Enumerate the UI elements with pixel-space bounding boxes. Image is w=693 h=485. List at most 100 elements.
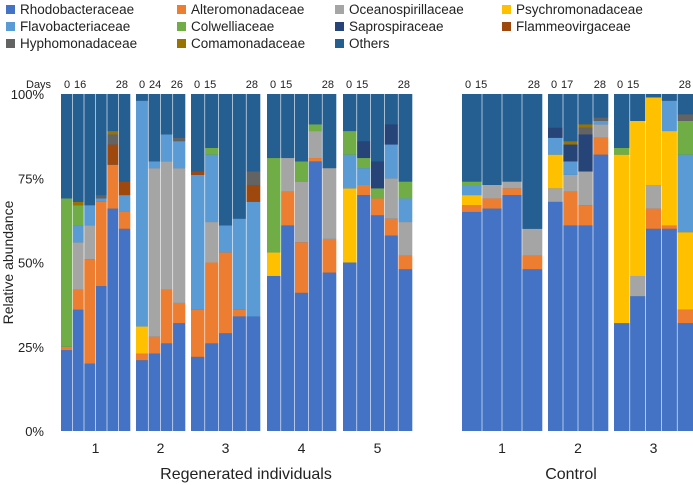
legend-item-hyphomonadaceae: Hyphomonadaceae bbox=[6, 36, 137, 51]
bar-segment-colwelliaceae bbox=[398, 181, 413, 199]
legend-item-comamonadaceae: Comamonadaceae bbox=[177, 36, 305, 51]
legend-label: Psychromonadaceae bbox=[516, 2, 643, 17]
bar-segment-others bbox=[72, 94, 85, 202]
legend-item-flavobacteriaceae: Flavobacteriaceae bbox=[6, 19, 130, 34]
bar-segment-alteromonadaceae bbox=[677, 309, 693, 324]
bar-segment-alteromonadaceae bbox=[593, 137, 609, 155]
bar-segment-flavobacteriaceae bbox=[398, 198, 413, 223]
bar-segment-others bbox=[629, 94, 646, 121]
bar-segment-flavobacteriaceae bbox=[593, 120, 609, 125]
bar-segment-saprospiraceae bbox=[548, 127, 564, 138]
bar-segment-psychromonadaceae bbox=[661, 131, 678, 226]
bar-segment-rhodobacteraceae bbox=[107, 208, 119, 431]
bar-segment-psychromonadaceae bbox=[645, 97, 662, 185]
bar-segment-colwelliaceae bbox=[204, 147, 219, 155]
bar-segment-oceanospirillaceae bbox=[148, 168, 161, 337]
bar-segment-others bbox=[308, 94, 323, 125]
bar-segment-hyphomonadaceae bbox=[172, 137, 186, 142]
bar-segment-rhodobacteraceae bbox=[522, 269, 543, 431]
bar-segment-alteromonadaceae bbox=[482, 198, 503, 209]
panel-label: 2 bbox=[157, 440, 165, 456]
legend: Rhodobacteraceae Alteromonadaceae Oceanosp… bbox=[0, 0, 693, 60]
bar-segment-alteromonadaceae bbox=[294, 242, 309, 293]
bar-segment-alteromonadaceae bbox=[280, 191, 295, 226]
bar-segment-others bbox=[160, 94, 174, 135]
day-tick-label: 0 bbox=[465, 79, 471, 91]
bar-segment-alteromonadaceae bbox=[160, 289, 174, 344]
bar-segment-flavobacteriaceae bbox=[148, 161, 161, 169]
bar-segment-flavobacteriaceae bbox=[246, 201, 261, 317]
bar-segment-flavobacteriaceae bbox=[384, 144, 399, 179]
bar-segment-alteromonadaceae bbox=[578, 205, 594, 226]
bar-segment-oceanospirillaceae bbox=[384, 178, 399, 219]
bar-segment-rhodobacteraceae bbox=[267, 275, 282, 431]
bar-segment-rhodobacteraceae bbox=[218, 333, 233, 431]
bar-segment-colwelliaceae bbox=[356, 158, 371, 169]
panel-6: 0 15 28 1 bbox=[462, 79, 543, 456]
day-tick-label: 26 bbox=[171, 79, 183, 91]
bar-segment-alteromonadaceae bbox=[398, 255, 413, 270]
bar-segment-oceanospirillaceae bbox=[308, 131, 323, 159]
bar-segment-others bbox=[614, 94, 631, 148]
day-tick-label: 15 bbox=[280, 79, 292, 91]
day-tick-label: 28 bbox=[398, 79, 410, 91]
legend-swatch bbox=[6, 5, 15, 14]
legend-swatch bbox=[502, 5, 511, 14]
day-tick-label: 16 bbox=[74, 79, 86, 91]
bar-segment-colwelliaceae bbox=[677, 120, 693, 155]
bar-segment-flavobacteriaceae bbox=[563, 161, 579, 175]
bar-segment-others bbox=[502, 94, 523, 182]
bar-segment-psychromonadaceae bbox=[614, 154, 631, 324]
day-tick-label: 28 bbox=[679, 79, 691, 91]
legend-swatch bbox=[335, 39, 344, 48]
bar-segment-oceanospirillaceae bbox=[160, 161, 174, 290]
legend-swatch bbox=[6, 39, 15, 48]
bar-segment-alteromonadaceae bbox=[502, 188, 523, 196]
bar-segment-others bbox=[232, 94, 247, 219]
y-tick-label: 25% bbox=[18, 340, 44, 355]
bar-segment-rhodobacteraceae bbox=[61, 350, 73, 431]
bar-segment-colwelliaceae bbox=[614, 147, 631, 155]
day-tick-label: 28 bbox=[528, 79, 540, 91]
y-tick-label: 100% bbox=[11, 87, 45, 102]
bar-segment-comamonadaceae bbox=[578, 124, 594, 128]
bar-segment-flavobacteriaceae bbox=[661, 100, 678, 132]
bar-segment-oceanospirillaceae bbox=[280, 158, 295, 192]
bar-segment-alteromonadaceae bbox=[661, 225, 678, 229]
bar-segment-alteromonadaceae bbox=[84, 259, 96, 364]
bar-segment-alteromonadaceae bbox=[218, 252, 233, 334]
bar-segment-colwelliaceae bbox=[267, 158, 282, 253]
bar-segment-alteromonadaceae bbox=[384, 218, 399, 236]
bar-segment-others bbox=[398, 94, 413, 182]
bar-segment-flavobacteriaceae bbox=[172, 141, 186, 169]
bar-segment-rhodobacteraceae bbox=[322, 272, 337, 431]
day-tick-label: 28 bbox=[594, 79, 606, 91]
bar-segment-alteromonadaceae bbox=[370, 198, 385, 216]
bar-segment-rhodobacteraceae bbox=[661, 228, 678, 431]
bar-segment-saprospiraceae bbox=[563, 144, 579, 162]
bar-segment-oceanospirillaceae bbox=[593, 124, 609, 138]
legend-swatch bbox=[177, 22, 186, 31]
bar-segment-colwelliaceae bbox=[72, 205, 85, 226]
legend-item-flammeovirgaceae: Flammeovirgaceae bbox=[502, 19, 631, 34]
bar-segment-flavobacteriaceae bbox=[548, 137, 564, 155]
bar-segment-rhodobacteraceae bbox=[172, 323, 186, 431]
panel-label: 4 bbox=[298, 440, 306, 456]
bar-segment-others bbox=[356, 94, 371, 142]
day-tick-label: 0 bbox=[64, 79, 70, 91]
legend-item-alteromonadaceae: Alteromonadaceae bbox=[177, 2, 304, 17]
legend-item-colwelliaceae: Colwelliaceae bbox=[177, 19, 274, 34]
bar-segment-others bbox=[107, 94, 119, 132]
day-tick-label: 0 bbox=[617, 79, 623, 91]
bar-segment-rhodobacteraceae bbox=[614, 323, 631, 431]
bar-segment-rhodobacteraceae bbox=[384, 235, 399, 431]
bar-segment-others bbox=[343, 94, 358, 132]
bar-segment-others bbox=[563, 94, 579, 142]
bar-segment-flavobacteriaceae bbox=[95, 198, 108, 202]
bar-segment-rhodobacteraceae bbox=[84, 363, 96, 431]
bar-segment-hyphomonadaceae bbox=[107, 134, 119, 145]
bar-segment-rhodobacteraceae bbox=[246, 316, 261, 431]
bar-segment-oceanospirillaceae bbox=[294, 181, 309, 243]
bar-segment-psychromonadaceae bbox=[343, 188, 358, 263]
